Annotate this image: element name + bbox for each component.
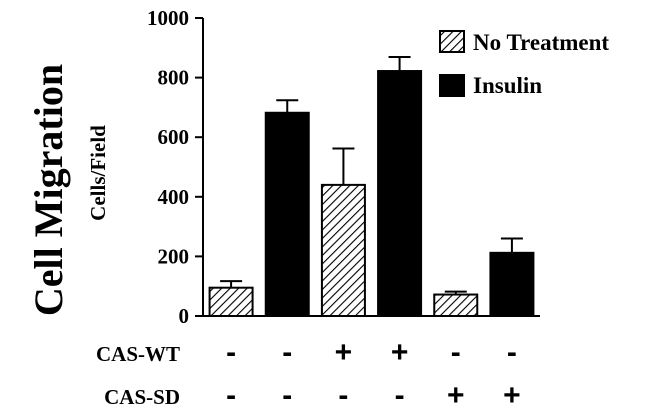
y-axis-subtitle: Cells/Field	[86, 125, 110, 221]
legend-label-insulin: Insulin	[473, 73, 542, 98]
condition-label-cas-sd: CAS-SD	[104, 385, 180, 409]
minus-sign: -	[282, 379, 292, 412]
y-tick-label: 200	[158, 244, 190, 268]
bars-group	[208, 56, 535, 318]
minus-sign: -	[282, 336, 292, 369]
y-tick-label: 800	[158, 66, 190, 90]
minus-sign: -	[226, 336, 236, 369]
bar-insulin	[264, 111, 310, 317]
y-tick-label: 1000	[147, 6, 189, 30]
minus-sign: -	[226, 379, 236, 412]
plus-sign: +	[503, 379, 521, 412]
condition-signs: - - + + - - - - - - + +	[226, 336, 521, 412]
y-axis-title: Cell Migration	[26, 64, 71, 316]
legend: No Treatment Insulin	[439, 30, 609, 98]
legend-label-no-treatment: No Treatment	[473, 30, 609, 55]
y-tick-label: 0	[179, 304, 190, 328]
y-tick-label: 600	[158, 125, 190, 149]
y-tick-label: 400	[158, 185, 190, 209]
plus-sign: +	[335, 336, 353, 369]
minus-sign: -	[507, 336, 517, 369]
bar-insulin	[489, 251, 535, 318]
condition-label-cas-wt: CAS-WT	[96, 342, 180, 366]
bar-no-treatment	[208, 286, 254, 318]
legend-swatch-insulin	[439, 74, 465, 97]
bar-insulin	[377, 70, 423, 317]
legend-swatch-no-treatment	[439, 30, 465, 53]
minus-sign: -	[451, 336, 461, 369]
minus-sign: -	[338, 379, 348, 412]
bar-no-treatment	[433, 293, 479, 318]
plus-sign: +	[391, 336, 409, 369]
minus-sign: -	[395, 379, 405, 412]
plus-sign: +	[447, 379, 465, 412]
y-axis-ticks: 0 200 400 600 800 1000	[147, 6, 203, 328]
bar-no-treatment	[320, 183, 366, 317]
